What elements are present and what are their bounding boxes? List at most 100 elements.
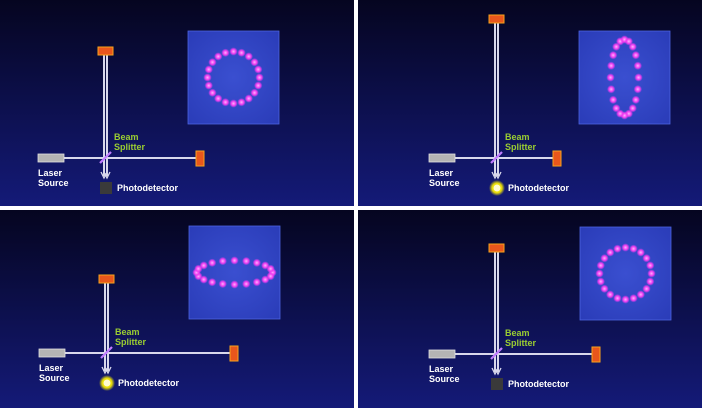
ring-dot	[613, 244, 622, 253]
fringe-pattern-box	[188, 225, 281, 320]
ring-dot	[612, 104, 621, 113]
right-mirror	[552, 150, 562, 167]
ring-dot	[204, 81, 213, 90]
ring-dot	[252, 258, 262, 267]
beam-splitter-label-line-2: Splitter	[115, 337, 147, 347]
interferometer-panel-1: Beam Splitter Laser Source Photodetector	[0, 0, 354, 206]
ring-dot	[600, 254, 609, 263]
laser-source-label-line-2: Source	[39, 373, 70, 383]
ring-dot	[642, 284, 651, 293]
top-mirror	[488, 14, 505, 24]
ring-dot	[606, 85, 616, 94]
laser-source-label-line-2: Source	[429, 178, 460, 188]
ring-dot	[199, 261, 208, 270]
ring-dot	[229, 99, 238, 108]
beam-splitter-label-line-1: Beam	[505, 132, 530, 142]
ring-dot	[596, 277, 605, 286]
ring-dot	[636, 248, 645, 257]
top-mirror	[488, 243, 505, 253]
panel-diagram	[0, 0, 354, 206]
ring-dot	[250, 88, 259, 97]
ring-dot	[596, 261, 605, 270]
photodetector-dark	[100, 182, 112, 194]
ring-dot	[221, 98, 230, 107]
interference-ring-circle	[203, 47, 264, 108]
beam-splitter-label-line-2: Splitter	[505, 142, 537, 152]
panel-diagram	[358, 210, 702, 408]
ring-dot	[252, 278, 262, 287]
interference-ring-horizontal-ellipse	[192, 256, 277, 289]
interferometer-panel-4: Beam Splitter Laser Source Photodetector	[358, 210, 702, 408]
ring-dot	[203, 73, 212, 82]
ring-dot	[629, 244, 638, 253]
beam-splitter-label: Beam Splitter	[115, 327, 175, 347]
right-mirror	[229, 345, 239, 362]
ring-dot	[229, 47, 238, 56]
ring-dot	[218, 279, 227, 289]
right-mirror	[591, 346, 601, 363]
laser-source-label-line-1: Laser	[38, 168, 63, 178]
ring-dot	[634, 73, 643, 82]
ring-dot	[608, 50, 618, 60]
ring-dot	[237, 48, 246, 57]
laser-source-label-line-2: Source	[38, 178, 69, 188]
fringe-pattern-box	[187, 30, 280, 125]
laser-source-label-line-2: Source	[429, 374, 460, 384]
laser-source	[428, 153, 456, 163]
ring-dot	[244, 94, 253, 103]
laser-source-label: Laser Source	[39, 363, 99, 383]
ring-dot	[237, 98, 246, 107]
ring-dot	[214, 94, 223, 103]
ring-dot	[633, 61, 643, 70]
beam-splitter-label-line-2: Splitter	[505, 338, 537, 348]
ring-dot	[629, 294, 638, 303]
laser-beam-paths	[455, 252, 592, 376]
beam-splitter-label: Beam Splitter	[505, 132, 565, 152]
beam-splitter	[100, 346, 113, 359]
ring-dot	[254, 65, 263, 74]
ring-dot	[208, 58, 217, 67]
panel-background	[0, 0, 354, 206]
beam-splitter-label-line-1: Beam	[115, 327, 140, 337]
interference-ring-vertical-ellipse	[606, 35, 643, 120]
beam-splitter-label: Beam Splitter	[114, 132, 174, 152]
photodetector-label: Photodetector	[117, 183, 179, 193]
laser-beam-paths	[65, 283, 230, 375]
laser-source	[428, 349, 456, 359]
ring-dot	[595, 269, 604, 278]
laser-source-label: Laser Source	[429, 168, 489, 188]
ring-dot	[621, 295, 630, 304]
ring-dot	[606, 290, 615, 299]
laser-source-label-line-1: Laser	[429, 364, 454, 374]
beam-splitter-label-line-1: Beam	[114, 132, 139, 142]
photodetector-label: Photodetector	[508, 379, 570, 389]
laser-source-label-line-1: Laser	[39, 363, 64, 373]
ring-dot	[608, 95, 618, 105]
ring-dot	[214, 52, 223, 61]
panel-background	[0, 210, 354, 408]
ring-dot	[642, 254, 651, 263]
beam-splitter	[490, 347, 503, 360]
fringe-pattern-box	[578, 30, 671, 125]
laser-source-label-line-1: Laser	[429, 168, 454, 178]
ring-dot	[606, 61, 616, 70]
ring-dot	[221, 48, 230, 57]
panel-diagram	[0, 210, 354, 408]
laser-source-label: Laser Source	[429, 364, 489, 384]
ring-dot	[261, 275, 270, 284]
right-mirror	[195, 150, 205, 167]
ring-dot	[613, 294, 622, 303]
beam-splitter	[99, 151, 112, 164]
ring-dot	[242, 279, 251, 289]
fringe-pattern-box	[579, 226, 672, 321]
ring-dot	[230, 280, 239, 289]
ring-dot	[207, 258, 217, 267]
beam-splitter-label: Beam Splitter	[505, 328, 565, 348]
top-mirror	[97, 46, 114, 56]
top-mirror	[98, 274, 115, 284]
laser-beam-paths	[455, 23, 553, 180]
interferometer-panel-3: Beam Splitter Laser Source Photodetector	[0, 210, 354, 408]
ring-dot	[628, 42, 637, 51]
laser-source	[37, 153, 65, 163]
ring-dot	[646, 277, 655, 286]
